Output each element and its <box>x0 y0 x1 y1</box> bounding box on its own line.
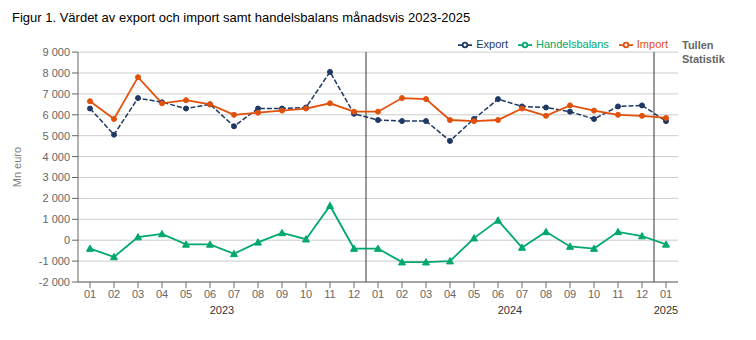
svg-text:2 000: 2 000 <box>42 192 70 204</box>
html-text:Tullen: Tullen <box>682 39 714 51</box>
svg-text:09: 09 <box>276 288 288 300</box>
svg-text:1 000: 1 000 <box>42 213 70 225</box>
svg-text:Mn euro: Mn euro <box>11 147 23 187</box>
svg-text:03: 03 <box>420 288 432 300</box>
svg-text:05: 05 <box>468 288 480 300</box>
svg-text:5 000: 5 000 <box>42 130 70 142</box>
svg-text:11: 11 <box>612 288 623 300</box>
svg-text:-1 000: -1 000 <box>39 255 70 267</box>
svg-text:10: 10 <box>300 288 312 300</box>
svg-text:08: 08 <box>540 288 552 300</box>
svg-text:2025: 2025 <box>654 304 678 316</box>
svg-text:2023: 2023 <box>210 304 234 316</box>
html-text:Handelsbalans: Handelsbalans <box>536 38 609 50</box>
svg-text:8 000: 8 000 <box>42 67 70 79</box>
svg-text:08: 08 <box>252 288 264 300</box>
svg-text:2024: 2024 <box>498 304 522 316</box>
svg-text:12: 12 <box>348 288 360 300</box>
svg-text:7 000: 7 000 <box>42 88 70 100</box>
svg-text:05: 05 <box>180 288 192 300</box>
svg-text:-2 000: -2 000 <box>39 276 70 288</box>
svg-text:02: 02 <box>396 288 408 300</box>
svg-text:0: 0 <box>64 234 70 246</box>
svg-text:01: 01 <box>372 288 384 300</box>
svg-text:6 000: 6 000 <box>42 109 70 121</box>
svg-text:01: 01 <box>84 288 96 300</box>
svg-text:06: 06 <box>492 288 504 300</box>
svg-text:3 000: 3 000 <box>42 171 70 183</box>
svg-text:06: 06 <box>204 288 216 300</box>
svg-text:10: 10 <box>588 288 600 300</box>
svg-text:04: 04 <box>156 288 168 300</box>
svg-text:04: 04 <box>444 288 456 300</box>
svg-text:07: 07 <box>516 288 528 300</box>
svg-text:9 000: 9 000 <box>42 46 70 58</box>
svg-text:03: 03 <box>132 288 144 300</box>
html-text:Export: Export <box>476 38 508 50</box>
html-text:Figur 1. Värdet av export och: Figur 1. Värdet av export och import sam… <box>12 10 471 25</box>
svg-text:12: 12 <box>636 288 648 300</box>
svg-text:11: 11 <box>324 288 335 300</box>
svg-text:09: 09 <box>564 288 576 300</box>
html-text:Statistik: Statistik <box>682 53 725 65</box>
svg-text:4 000: 4 000 <box>42 151 70 163</box>
svg-text:01: 01 <box>660 288 672 300</box>
html-text:Import: Import <box>636 38 668 50</box>
svg-text:02: 02 <box>108 288 120 300</box>
svg-text:07: 07 <box>228 288 240 300</box>
